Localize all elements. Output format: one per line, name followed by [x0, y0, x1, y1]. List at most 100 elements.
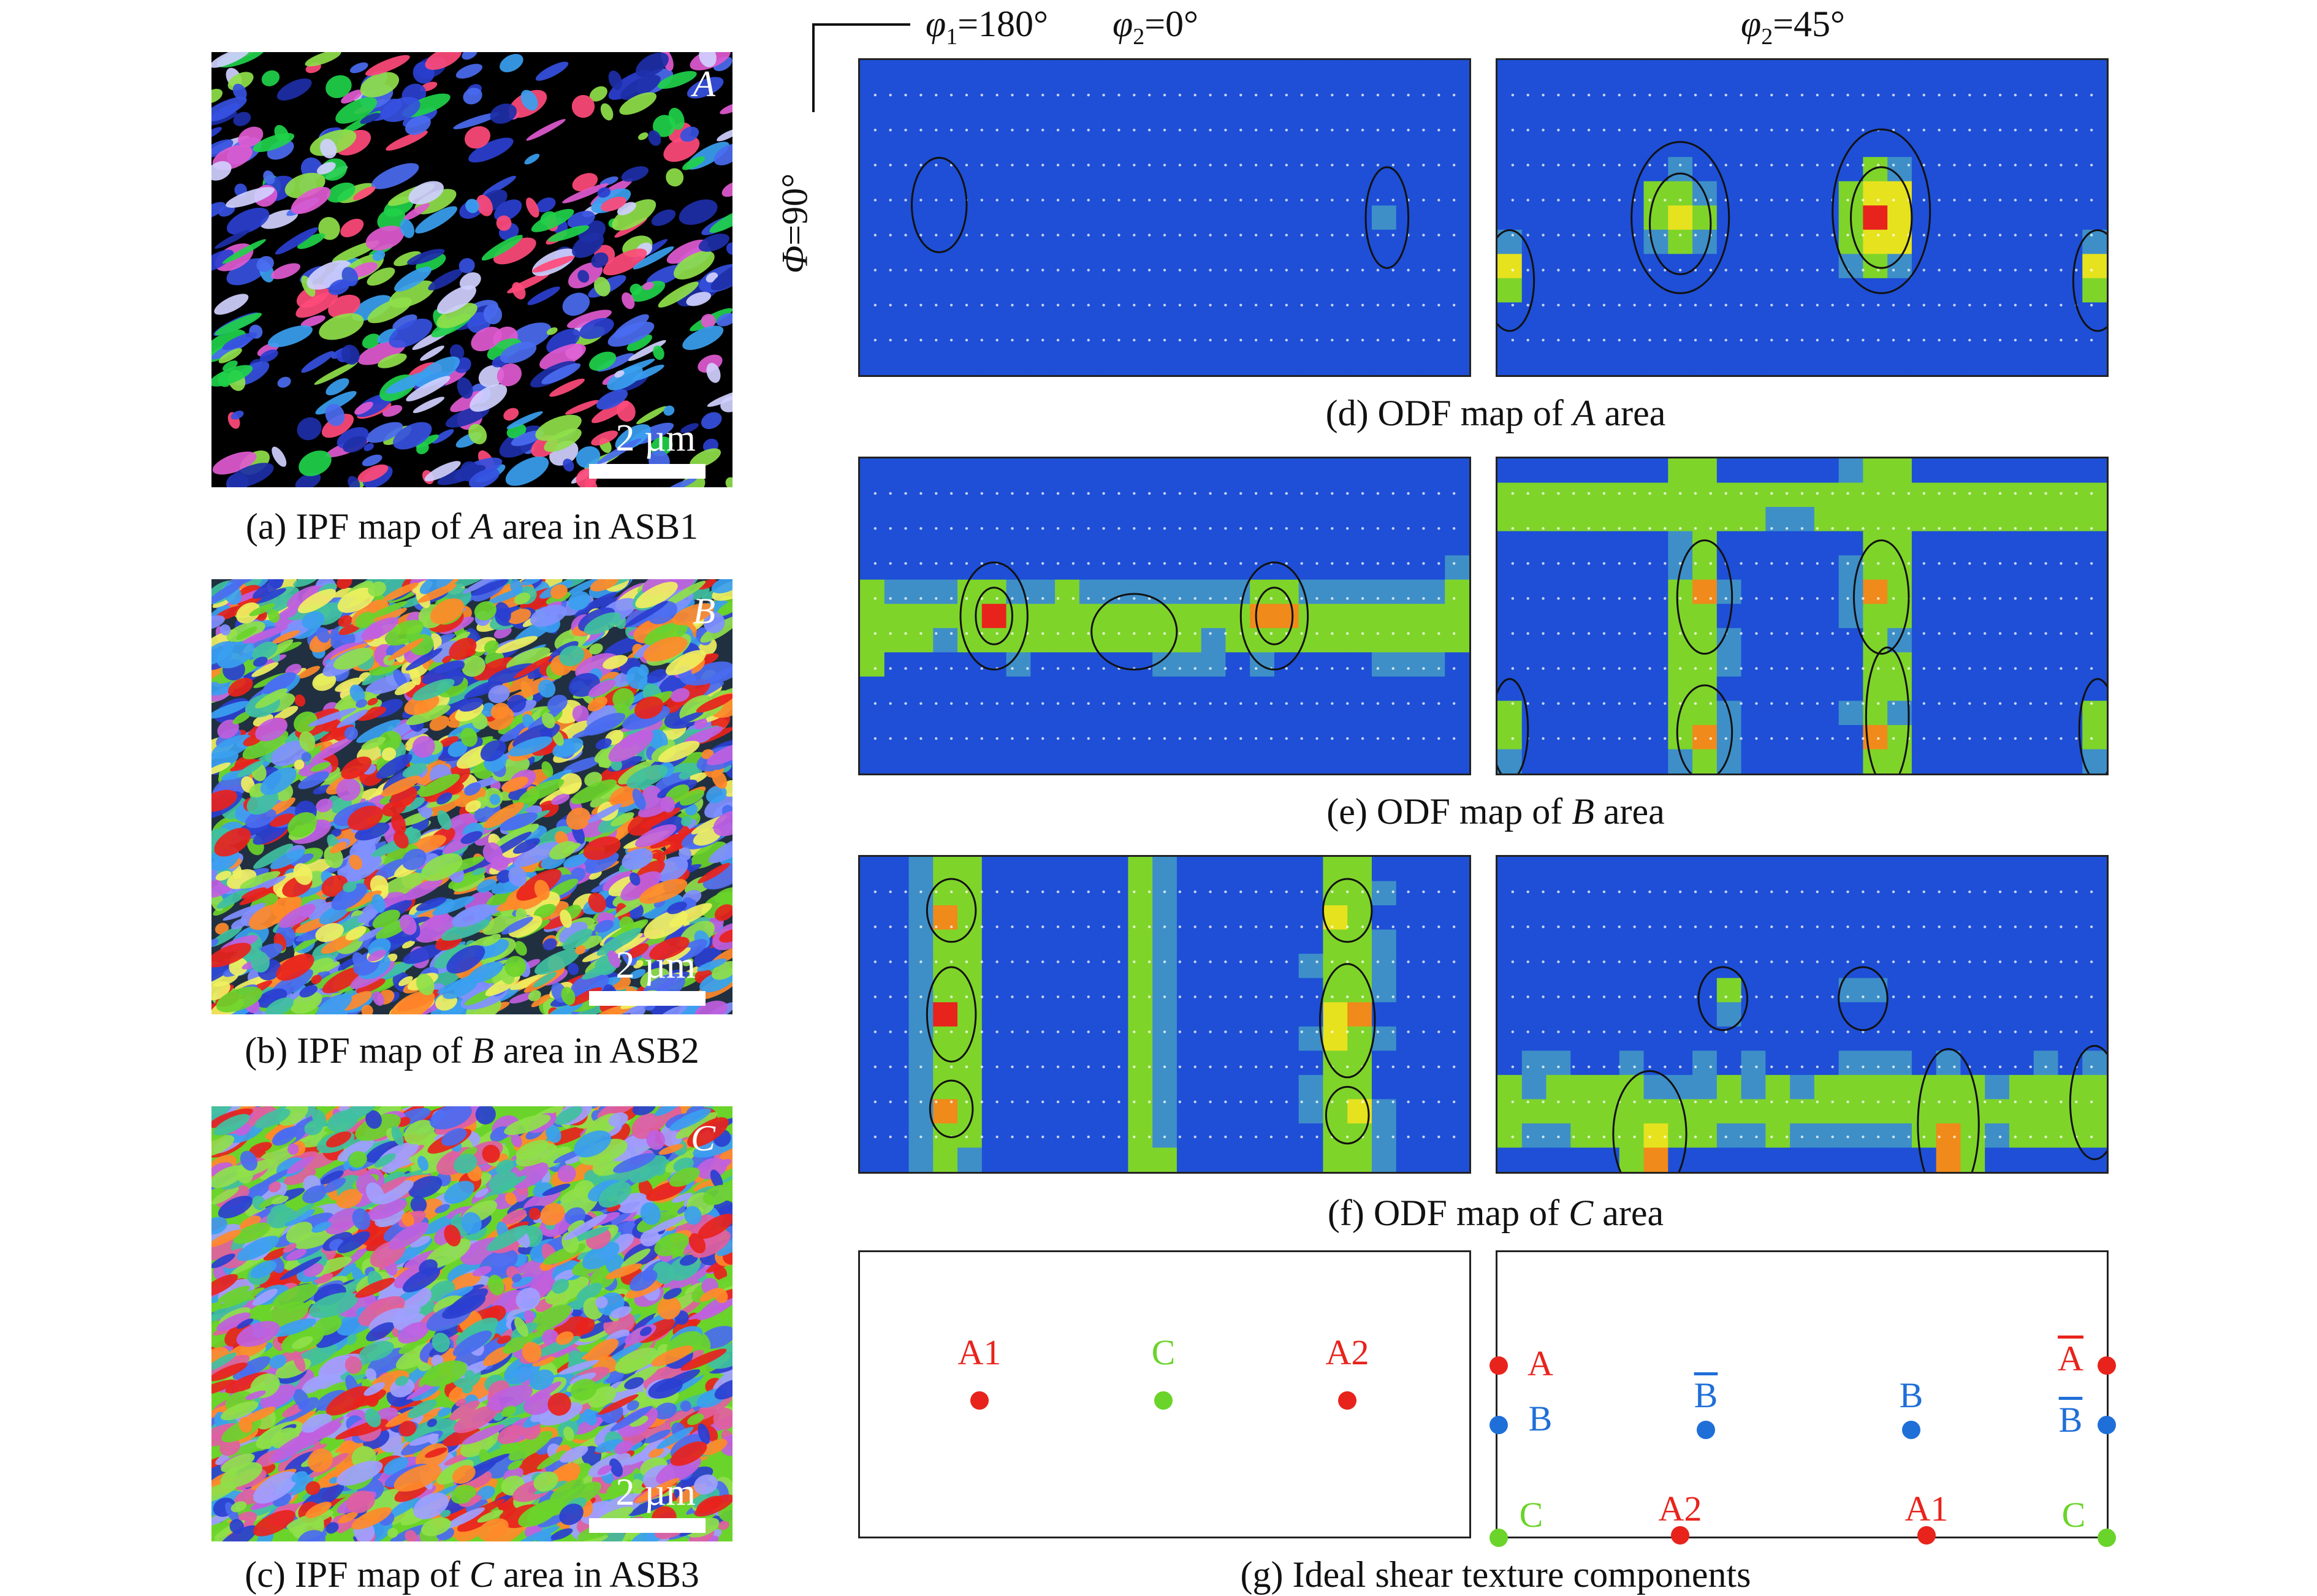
odf-cell [1201, 60, 1227, 85]
odf-grid-dot [1331, 129, 1334, 132]
odf-cell [1371, 181, 1397, 207]
odf-grid-dot [995, 234, 999, 237]
odf-cell [1347, 302, 1372, 327]
grain [516, 1287, 541, 1311]
odf-cell [1521, 302, 1547, 327]
ipf-map-b: B 2 µm [211, 579, 732, 1014]
grain [452, 1330, 492, 1357]
odf-cell [1445, 205, 1469, 230]
grain [413, 397, 445, 413]
odf-cell [1546, 84, 1572, 110]
odf-cell [1347, 108, 1372, 134]
odf-cell [1668, 205, 1694, 230]
grain [714, 1379, 732, 1400]
odf-cell [860, 302, 885, 327]
grain [238, 1417, 253, 1433]
odf-cell [1323, 278, 1349, 303]
odf-cell [981, 278, 1007, 303]
odf-grid-dot [1331, 164, 1334, 167]
grain [232, 83, 247, 101]
grain [630, 283, 642, 295]
odf-cell [1863, 229, 1889, 255]
odf-cell [981, 302, 1007, 327]
grain [381, 97, 420, 122]
grain [535, 414, 582, 441]
grain [506, 1368, 523, 1378]
grain [671, 688, 690, 702]
grain [287, 1156, 314, 1174]
grain [455, 64, 482, 79]
grain [449, 344, 465, 360]
grain [368, 1347, 409, 1374]
odf-cell [1692, 205, 1718, 230]
odf-cell [1250, 60, 1275, 85]
odf-cell [1960, 60, 1986, 85]
odf-grid-dot [1361, 129, 1364, 132]
odf-cell [1595, 157, 1620, 182]
odf-cell [1225, 157, 1251, 182]
odf-cell [1445, 302, 1469, 327]
grain [337, 579, 352, 590]
grain [719, 929, 732, 943]
odf-cell [1201, 84, 1227, 110]
odf-grid-dot [949, 199, 953, 202]
odf-cell [1128, 60, 1154, 85]
odf-cell [1790, 302, 1815, 327]
odf-cell [1790, 254, 1815, 279]
odf-cell [860, 84, 885, 110]
odf-grid-dot [1269, 164, 1273, 167]
odf-grid-dot [889, 199, 892, 202]
odf-cell [1445, 351, 1469, 375]
odf-grid-dot [1147, 93, 1151, 97]
grain [464, 1370, 476, 1381]
grain [617, 202, 636, 216]
odf-cell [1985, 205, 2010, 230]
grain [344, 1356, 362, 1374]
grain [251, 662, 279, 677]
grain [211, 1481, 238, 1505]
grain [449, 1400, 480, 1421]
odf-cell [1128, 351, 1154, 375]
grain [645, 669, 668, 683]
odf-grid-dot [1087, 164, 1090, 167]
odf-cell [1298, 157, 1324, 182]
odf-cell [1765, 84, 1791, 110]
odf-cell [860, 157, 885, 182]
grain [665, 477, 698, 487]
odf-cell [1863, 157, 1889, 182]
odf-grid-dot [1285, 268, 1288, 272]
grain [368, 601, 408, 619]
odf-cell [957, 254, 983, 279]
grain [325, 1131, 352, 1148]
grain [253, 823, 288, 845]
grain [510, 579, 523, 595]
grain [725, 477, 732, 487]
odf-cell [1570, 84, 1596, 110]
odf-cell [1497, 302, 1523, 327]
odf-cell [1936, 157, 1961, 182]
odf-cell [1643, 84, 1669, 110]
grain [381, 747, 397, 761]
odf-cell [933, 278, 959, 303]
grain [286, 1222, 313, 1244]
grain [436, 792, 452, 805]
odf-cell [2058, 108, 2083, 134]
odf-grid-dot [873, 93, 877, 97]
odf-cell [1396, 278, 1421, 303]
odf-cell [2058, 132, 2083, 158]
grain [250, 1260, 277, 1279]
odf-cell [2009, 84, 2034, 110]
grain [277, 376, 291, 388]
grain [551, 793, 570, 805]
grain [484, 640, 499, 653]
grain [329, 279, 350, 295]
grain [576, 446, 601, 468]
odf-grid-dot [1224, 303, 1227, 306]
odf-cell [884, 205, 910, 230]
grain [337, 709, 368, 728]
grain [322, 1177, 346, 1193]
odf-cell [860, 254, 885, 279]
grain [394, 681, 417, 696]
grain [462, 1424, 505, 1445]
odf-grid-dot [1239, 199, 1242, 202]
